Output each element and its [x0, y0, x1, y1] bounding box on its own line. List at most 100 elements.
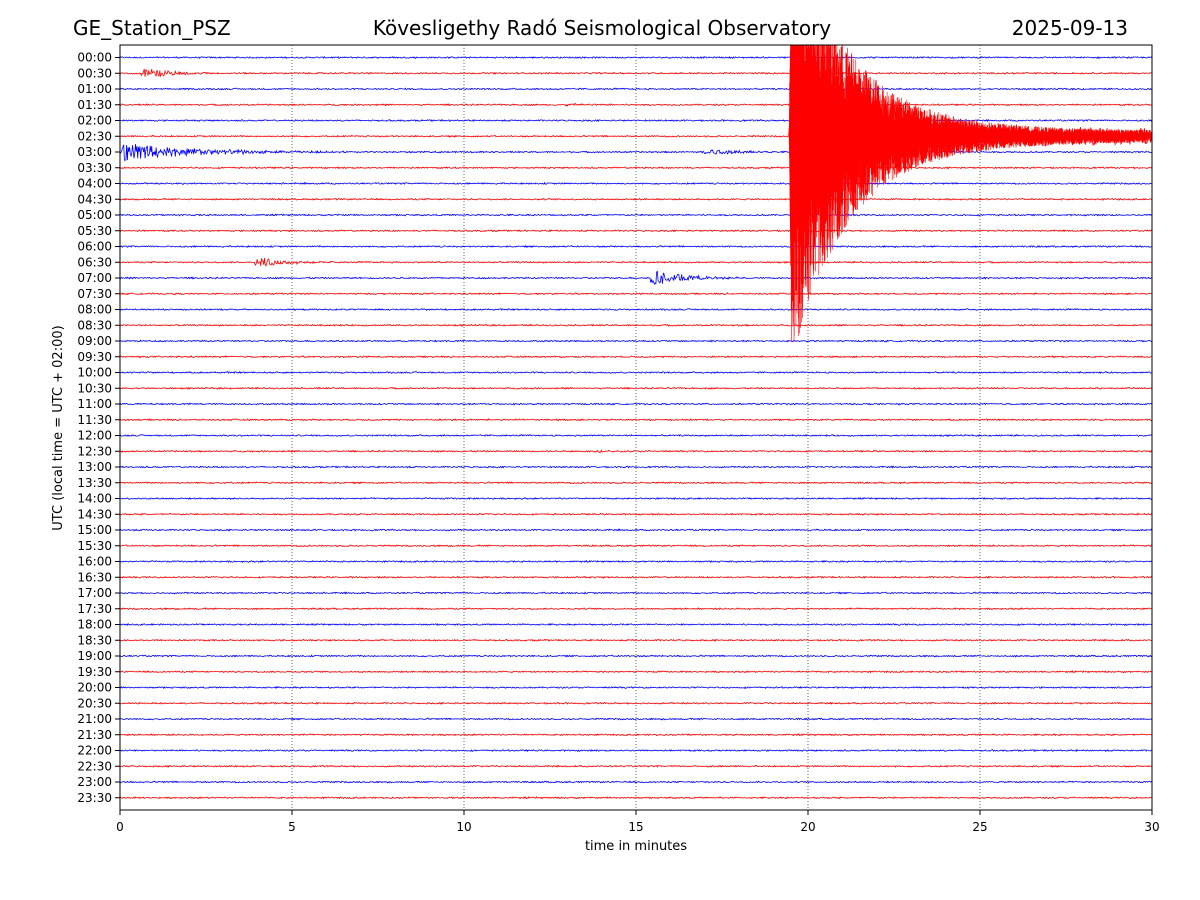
y-tick-label-11:30: 11:30 [77, 413, 112, 427]
trace-18:00 [120, 622, 1152, 627]
trace-06:00 [120, 244, 1152, 249]
plot-frame [119, 44, 1153, 811]
x-tick-label-0: 0 [116, 820, 124, 834]
y-tick-label-19:30: 19:30 [77, 665, 112, 679]
trace-19:00 [120, 654, 1152, 658]
y-axis-label: UTC (local time = UTC + 02:00) [51, 325, 66, 530]
y-tick-label-04:30: 04:30 [77, 192, 112, 206]
trace-12:30 [120, 449, 1152, 453]
y-tick-label-09:00: 09:00 [77, 334, 112, 348]
y-tick-label-12:30: 12:30 [77, 444, 112, 458]
y-tick-label-13:00: 13:00 [77, 460, 112, 474]
x-axis: 0 5 10 15 20 25 30 [116, 810, 1160, 834]
trace-19:30 [120, 670, 1152, 674]
y-tick-label-01:00: 01:00 [77, 82, 112, 96]
y-tick-label-08:30: 08:30 [77, 318, 112, 332]
trace-18:30 [120, 638, 1152, 642]
trace-02:00 [120, 118, 1152, 123]
trace-05:30 [120, 229, 1152, 233]
trace-08:00 [120, 307, 1152, 312]
y-tick-label-20:00: 20:00 [77, 681, 112, 695]
trace-22:00 [120, 748, 1152, 753]
y-tick-label-06:00: 06:00 [77, 240, 112, 254]
y-tick-label-05:30: 05:30 [77, 224, 112, 238]
trace-00:30 [120, 68, 1152, 78]
trace-03:00 [120, 144, 1152, 161]
y-tick-label-21:30: 21:30 [77, 728, 112, 742]
trace-20:00 [120, 686, 1152, 690]
chart-date: 2025-09-13 [1012, 16, 1128, 40]
trace-16:00 [120, 559, 1152, 564]
y-tick-label-18:30: 18:30 [77, 633, 112, 647]
x-axis-label: time in minutes [585, 839, 687, 854]
y-tick-label-23:00: 23:00 [77, 775, 112, 789]
trace-11:30 [120, 418, 1152, 422]
y-tick-label-15:00: 15:00 [77, 523, 112, 537]
y-tick-label-14:30: 14:30 [77, 507, 112, 521]
y-tick-label-19:00: 19:00 [77, 649, 112, 663]
y-tick-label-20:30: 20:30 [77, 696, 112, 710]
y-tick-label-18:00: 18:00 [77, 618, 112, 632]
trace-07:00 [120, 270, 1152, 286]
y-tick-label-22:00: 22:00 [77, 744, 112, 758]
trace-06:30 [120, 258, 1152, 267]
y-tick-label-02:30: 02:30 [77, 129, 112, 143]
y-tick-label-21:00: 21:00 [77, 712, 112, 726]
trace-13:30 [120, 481, 1152, 485]
trace-07:30 [120, 292, 1152, 296]
y-tick-label-03:30: 03:30 [77, 161, 112, 175]
y-tick-label-04:00: 04:00 [77, 177, 112, 191]
trace-21:30 [120, 733, 1152, 737]
y-tick-label-16:30: 16:30 [77, 570, 112, 584]
trace-10:30 [120, 386, 1152, 390]
station-name: GE_Station_PSZ [73, 16, 231, 40]
y-tick-label-06:30: 06:30 [77, 255, 112, 269]
trace-21:00 [120, 717, 1152, 721]
trace-17:30 [120, 607, 1152, 611]
trace-23:00 [120, 780, 1152, 784]
y-tick-label-13:30: 13:30 [77, 476, 112, 490]
y-tick-label-09:30: 09:30 [77, 350, 112, 364]
y-tick-label-07:00: 07:00 [77, 271, 112, 285]
y-tick-label-00:30: 00:30 [77, 66, 112, 80]
y-tick-label-08:00: 08:00 [77, 303, 112, 317]
seismic-traces [120, 45, 1152, 800]
chart-title: Kövesligethy Radó Seismological Observat… [373, 16, 831, 40]
trace-14:00 [120, 496, 1152, 501]
trace-08:30 [120, 323, 1152, 327]
y-tick-label-01:30: 01:30 [77, 98, 112, 112]
trace-15:00 [120, 528, 1152, 532]
trace-04:30 [120, 197, 1152, 201]
trace-11:00 [120, 402, 1152, 406]
trace-16:30 [120, 575, 1152, 579]
y-tick-label-03:00: 03:00 [77, 145, 112, 159]
y-tick-label-17:00: 17:00 [77, 586, 112, 600]
y-tick-label-23:30: 23:30 [77, 791, 112, 805]
y-tick-label-05:00: 05:00 [77, 208, 112, 222]
y-tick-label-15:30: 15:30 [77, 539, 112, 553]
x-tick-label-10: 10 [456, 820, 471, 834]
y-tick-label-10:00: 10:00 [77, 366, 112, 380]
x-tick-label-20: 20 [800, 820, 815, 834]
trace-05:00 [120, 213, 1152, 217]
y-tick-label-07:30: 07:30 [77, 287, 112, 301]
x-tick-label-5: 5 [288, 820, 296, 834]
trace-14:30 [120, 512, 1152, 516]
y-tick-label-11:00: 11:00 [77, 397, 112, 411]
y-tick-label-12:00: 12:00 [77, 429, 112, 443]
earthquake-trace-0 [788, 45, 1152, 342]
y-tick-label-10:30: 10:30 [77, 381, 112, 395]
x-tick-label-25: 25 [972, 820, 987, 834]
y-tick-label-17:30: 17:30 [77, 602, 112, 616]
trace-01:30 [120, 102, 1152, 107]
x-tick-label-15: 15 [628, 820, 643, 834]
y-tick-label-00:00: 00:00 [77, 51, 112, 65]
trace-22:30 [120, 764, 1152, 768]
trace-17:00 [120, 591, 1152, 595]
trace-13:00 [120, 465, 1152, 469]
trace-23:30 [120, 796, 1152, 800]
y-tick-label-16:00: 16:00 [77, 555, 112, 569]
trace-09:00 [120, 339, 1152, 343]
y-tick-label-14:00: 14:00 [77, 492, 112, 506]
